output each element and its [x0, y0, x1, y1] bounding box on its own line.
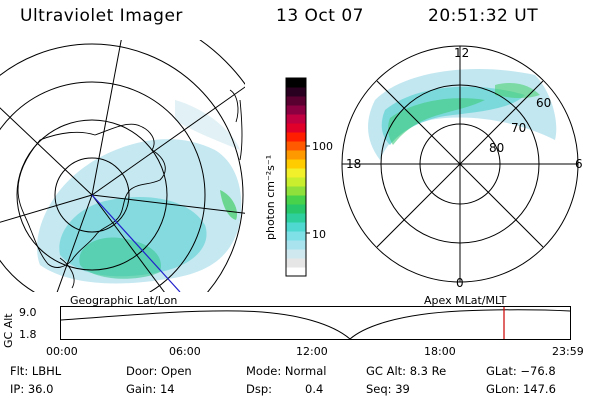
colorbar [285, 77, 310, 277]
colorbar-cell [286, 78, 306, 88]
altitude-curve [60, 309, 571, 340]
time-tick-2359: 23:59 [552, 345, 584, 358]
time-tick-0000: 00:00 [46, 345, 78, 358]
colorbar-cell [286, 168, 306, 178]
dsp-value: 0.4 [305, 382, 324, 396]
mode-field: Mode: Normal [246, 364, 327, 378]
mlt-label-top: 12 [454, 46, 470, 60]
dsp-label: Dsp: [246, 382, 273, 396]
satellite-track [91, 194, 181, 292]
aurora-oval [368, 68, 557, 160]
colorbar-cell [286, 249, 306, 259]
colorbar-cell [286, 150, 306, 160]
time-tick-0600: 06:00 [169, 345, 201, 358]
colorbar-cell [286, 186, 306, 196]
colorbar-cell [286, 258, 306, 268]
colorbar-cell [286, 132, 306, 142]
colorbar-cell [286, 240, 306, 250]
colorbar-cell [286, 267, 306, 277]
time-label: 20:51:32 UT [428, 6, 539, 26]
magnetic-polar-plot [341, 45, 579, 283]
mlat-label-80: 80 [489, 141, 505, 155]
aurora-image [37, 100, 242, 284]
altitude-axis-label: GC Alt [2, 313, 15, 348]
colorbar-cell [286, 114, 306, 124]
colorbar-cell [286, 105, 306, 115]
colorbar-tick-100: 100 [312, 140, 333, 153]
instrument-title: Ultraviolet Imager [20, 6, 183, 26]
mlat-label-70: 70 [511, 121, 527, 135]
mlt-label-right: 6 [575, 157, 583, 171]
altitude-tick-high: 9.0 [19, 306, 37, 319]
colorbar-cell [286, 87, 306, 97]
coastline [17, 123, 166, 268]
geographic-caption: Geographic Lat/Lon [70, 294, 178, 307]
time-tick-1200: 12:00 [296, 345, 328, 358]
mlt-label-left: 18 [346, 157, 362, 171]
colorbar-cell [286, 231, 306, 241]
colorbar-cell [286, 96, 306, 106]
geographic-map [0, 40, 245, 292]
altitude-plot [60, 306, 571, 340]
mlt-label-bottom: 0 [456, 276, 464, 290]
colorbar-cell [286, 204, 306, 214]
gc-alt-field: GC Alt: 8.3 Re [366, 364, 447, 378]
colorbar-cell [286, 123, 306, 133]
ip-field: IP: 36.0 [10, 382, 54, 396]
filter-field: Flt: LBHL [10, 364, 62, 378]
colorbar-cell [286, 177, 306, 187]
door-field: Door: Open [126, 364, 192, 378]
colorbar-cell [286, 222, 306, 232]
latitude-circles [0, 40, 245, 292]
colorbar-unit-label: photon cm⁻²s⁻¹ [264, 154, 277, 240]
colorbar-cell [286, 159, 306, 169]
time-tick-1800: 18:00 [424, 345, 456, 358]
altitude-tick-low: 1.8 [19, 328, 37, 341]
colorbar-cell [286, 213, 306, 223]
colorbar-tick-10: 10 [312, 228, 326, 241]
magnetic-caption: Apex MLat/MLT [424, 294, 507, 307]
glat-field: GLat: −76.8 [486, 364, 556, 378]
date-label: 13 Oct 07 [276, 6, 364, 26]
colorbar-cell [286, 141, 306, 151]
glon-field: GLon: 147.6 [486, 382, 556, 396]
mlt-grid-lines [342, 46, 578, 282]
colorbar-cell [286, 195, 306, 205]
gain-field: Gain: 14 [126, 382, 175, 396]
seq-field: Seq: 39 [366, 382, 410, 396]
meridian-lines [0, 40, 245, 292]
mlat-label-60: 60 [536, 96, 552, 110]
